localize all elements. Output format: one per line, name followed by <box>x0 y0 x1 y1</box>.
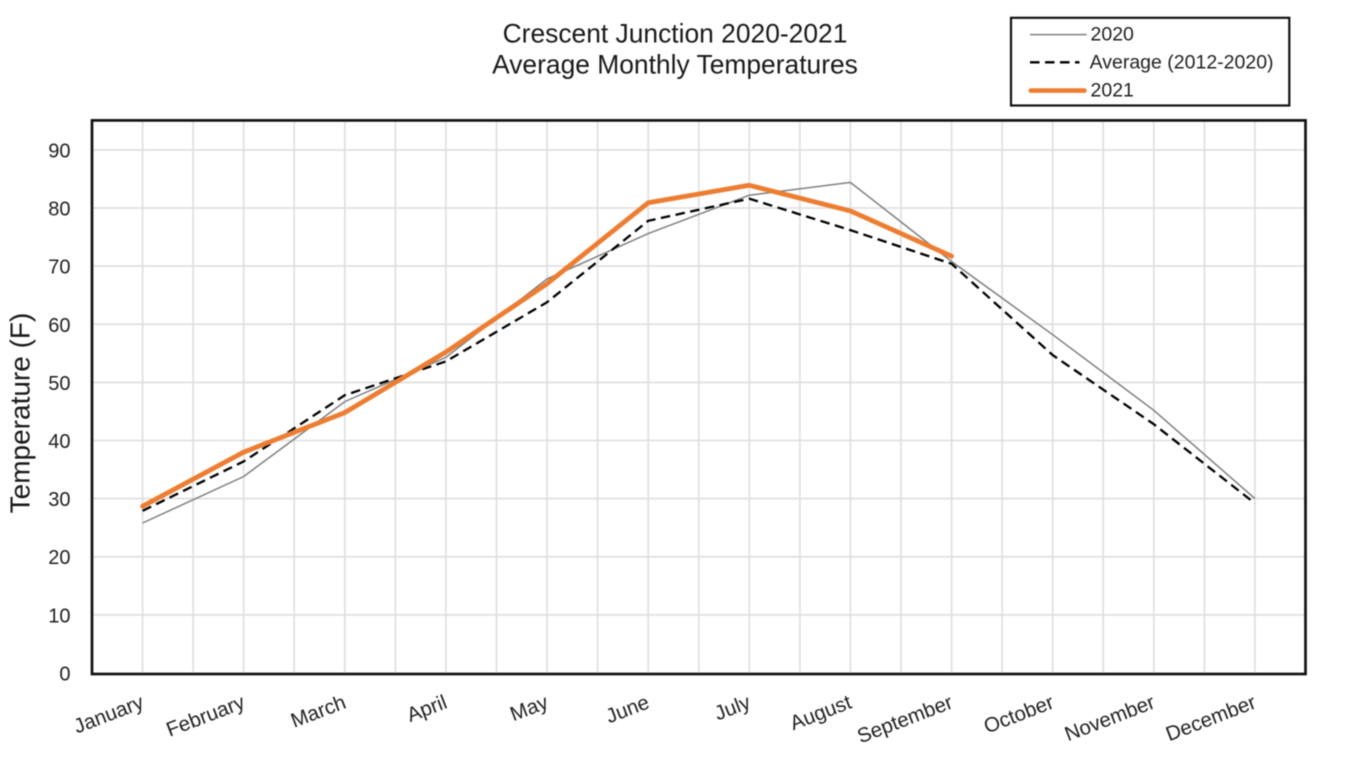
svg-text:Average Monthly Temperatures: Average Monthly Temperatures <box>492 50 858 80</box>
svg-text:2021: 2021 <box>1091 80 1134 102</box>
svg-text:0: 0 <box>59 664 70 686</box>
svg-text:Average (2012-2020): Average (2012-2020) <box>1090 52 1274 74</box>
svg-text:Crescent Junction 2020-2021: Crescent Junction 2020-2021 <box>503 19 848 49</box>
svg-text:80: 80 <box>48 199 70 221</box>
svg-text:10: 10 <box>48 605 70 627</box>
svg-text:60: 60 <box>48 315 70 337</box>
svg-text:90: 90 <box>48 140 70 162</box>
svg-text:2020: 2020 <box>1091 23 1135 45</box>
svg-text:20: 20 <box>48 547 70 569</box>
svg-text:30: 30 <box>48 489 70 511</box>
svg-text:70: 70 <box>48 257 70 279</box>
svg-text:Temperature (F): Temperature (F) <box>5 313 36 514</box>
svg-text:50: 50 <box>48 373 70 395</box>
svg-text:40: 40 <box>48 431 70 453</box>
